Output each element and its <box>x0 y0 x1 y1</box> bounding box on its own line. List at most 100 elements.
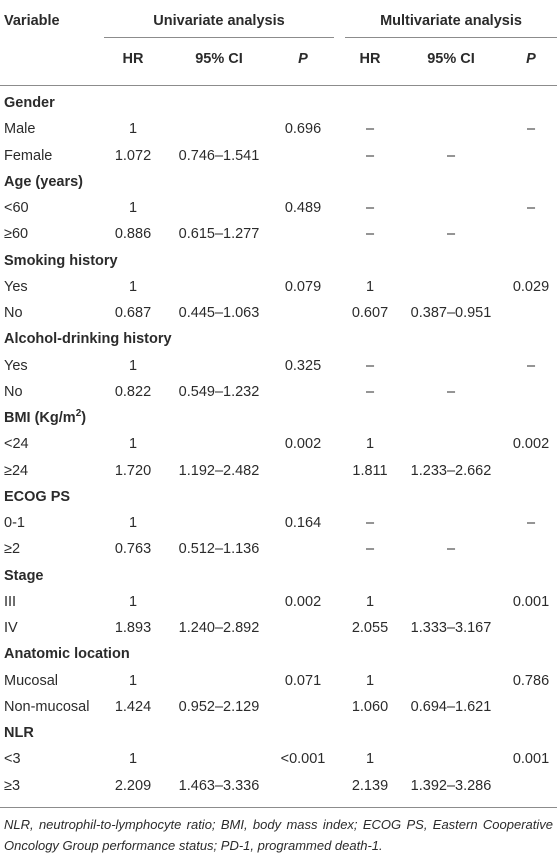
uni-p-cell <box>272 773 334 799</box>
multi-p-cell <box>500 694 557 720</box>
row-label: Yes <box>4 357 28 374</box>
univariate-underline <box>104 37 334 38</box>
uni-hr-cell: 1 <box>128 515 138 531</box>
table-row: ≥3 2.209 1.463–3.336 2.139 1.392–3.286 <box>0 773 557 799</box>
uni-hr-cell: 1.424 <box>114 698 152 715</box>
uni-hr-cell: 1 <box>128 672 138 689</box>
group-label: Stage <box>4 567 44 584</box>
header-uni-p: P <box>298 51 308 67</box>
uni-hr-cell: 1 <box>128 357 138 374</box>
multi-ci-cell <box>400 589 502 615</box>
table-row: IV 1.893 1.240–2.892 2.055 1.333–3.167 <box>0 615 557 641</box>
table-row: Female 1.072 0.746–1.541 – – <box>0 143 557 169</box>
header-uni-ci: 95% CI <box>195 51 243 67</box>
multi-hr-cell: 1.060 <box>351 698 389 715</box>
table-row: III 1 0.002 1 0.001 <box>0 589 557 615</box>
multi-ci-cell <box>400 353 502 379</box>
table-footnote: NLR, neutrophil-to-lymphocyte ratio; BMI… <box>4 817 553 853</box>
group-header-row: Anatomic location <box>0 641 557 667</box>
group-header-row: NLR <box>0 720 557 746</box>
table-row: ≥2 0.763 0.512–1.136 – – <box>0 536 557 562</box>
uni-ci-cell <box>168 116 270 142</box>
multi-hr-cell: – <box>365 541 375 558</box>
table-row: No 0.822 0.549–1.232 – – <box>0 379 557 405</box>
uni-p-cell: 0.002 <box>284 593 322 610</box>
header-multi-ci: 95% CI <box>427 51 475 67</box>
row-label: ≥60 <box>4 226 29 243</box>
multivariate-underline <box>345 37 557 38</box>
group-header-row: BMI (Kg/m2) <box>0 405 557 431</box>
multi-ci-cell: – <box>446 541 456 558</box>
multi-hr-cell: – <box>365 383 375 400</box>
uni-p-cell <box>272 536 334 562</box>
header-row-columns: HR 95% CI P HR 95% CI P <box>0 46 557 72</box>
uni-ci-cell: 0.746–1.541 <box>178 147 260 164</box>
multi-p-cell <box>500 536 557 562</box>
uni-ci-cell <box>168 589 270 615</box>
uni-p-cell: 0.002 <box>284 436 322 453</box>
table-row: ≥24 1.720 1.192–2.482 1.811 1.233–2.662 <box>0 458 557 484</box>
uni-hr-cell: 0.822 <box>114 383 152 400</box>
multi-ci-cell <box>400 116 502 142</box>
uni-p-cell <box>272 221 334 247</box>
uni-ci-cell: 1.240–2.892 <box>178 620 260 636</box>
table-row: Yes 1 0.325 – – <box>0 353 557 379</box>
uni-ci-cell: 0.615–1.277 <box>178 226 260 243</box>
header-univariate: Univariate analysis <box>153 13 285 29</box>
multi-p-cell <box>500 300 557 326</box>
uni-p-cell <box>272 143 334 169</box>
multi-p-cell: 0.002 <box>512 436 550 453</box>
table-row: Male 1 0.696 – – <box>0 116 557 142</box>
multi-hr-cell: 2.055 <box>351 620 389 636</box>
multi-p-cell: 0.001 <box>512 751 550 768</box>
uni-p-cell: 0.325 <box>284 357 322 374</box>
multi-hr-cell: 1.811 <box>352 462 388 479</box>
group-label: Gender <box>4 95 55 111</box>
multi-p-cell <box>500 773 557 799</box>
multi-p-cell: 0.001 <box>512 593 550 610</box>
uni-hr-cell: 1.720 <box>114 462 152 479</box>
row-label: Mucosal <box>4 672 58 689</box>
multi-hr-cell: – <box>365 147 375 164</box>
group-label: Alcohol-drinking history <box>4 331 172 348</box>
multi-p-cell: – <box>526 357 536 374</box>
table-row: <24 1 0.002 1 0.002 <box>0 431 557 457</box>
group-header-row: Age (years) <box>0 169 557 195</box>
multi-ci-cell: – <box>446 383 456 400</box>
uni-hr-cell: 2.209 <box>114 777 152 794</box>
multi-ci-cell: 0.387–0.951 <box>410 305 492 321</box>
row-label: No <box>4 305 23 321</box>
uni-p-cell <box>272 300 334 326</box>
multi-p-cell <box>500 221 557 247</box>
multi-ci-cell <box>400 195 502 221</box>
multi-ci-cell: – <box>446 226 456 243</box>
table-row: Yes 1 0.079 1 0.029 <box>0 274 557 300</box>
uni-p-cell: <0.001 <box>280 751 326 768</box>
uni-ci-cell: 1.463–3.336 <box>178 777 260 794</box>
multi-ci-cell: 1.333–3.167 <box>410 620 492 636</box>
row-label: <3 <box>4 751 21 768</box>
uni-p-cell: 0.489 <box>284 200 322 216</box>
multi-ci-cell: 0.694–1.621 <box>410 698 492 715</box>
table-row: ≥60 0.886 0.615–1.277 – – <box>0 221 557 247</box>
multi-hr-cell: – <box>365 515 375 531</box>
header-multivariate: Multivariate analysis <box>380 13 522 29</box>
group-header-row: Alcohol-drinking history <box>0 326 557 352</box>
header-multi-hr: HR <box>359 51 381 67</box>
multi-ci-cell <box>400 274 502 300</box>
multi-hr-cell: 0.607 <box>351 305 389 321</box>
uni-hr-cell: 0.886 <box>114 226 152 243</box>
row-label: Yes <box>4 278 28 295</box>
group-header-row: Smoking history <box>0 248 557 274</box>
header-multi-p: P <box>526 51 536 67</box>
multi-ci-cell: 1.233–2.662 <box>410 462 492 479</box>
multi-p-cell <box>500 615 557 641</box>
group-label: Smoking history <box>4 252 118 269</box>
group-header-row: Stage <box>0 563 557 589</box>
uni-ci-cell: 0.952–2.129 <box>178 698 260 715</box>
uni-p-cell <box>272 458 334 484</box>
multi-ci-cell <box>400 431 502 457</box>
bottom-rule <box>0 807 557 808</box>
uni-p-cell: 0.079 <box>284 278 322 295</box>
group-label: Anatomic location <box>4 646 130 663</box>
